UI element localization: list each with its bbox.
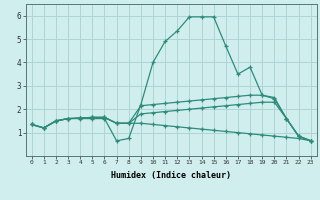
X-axis label: Humidex (Indice chaleur): Humidex (Indice chaleur) [111, 171, 231, 180]
